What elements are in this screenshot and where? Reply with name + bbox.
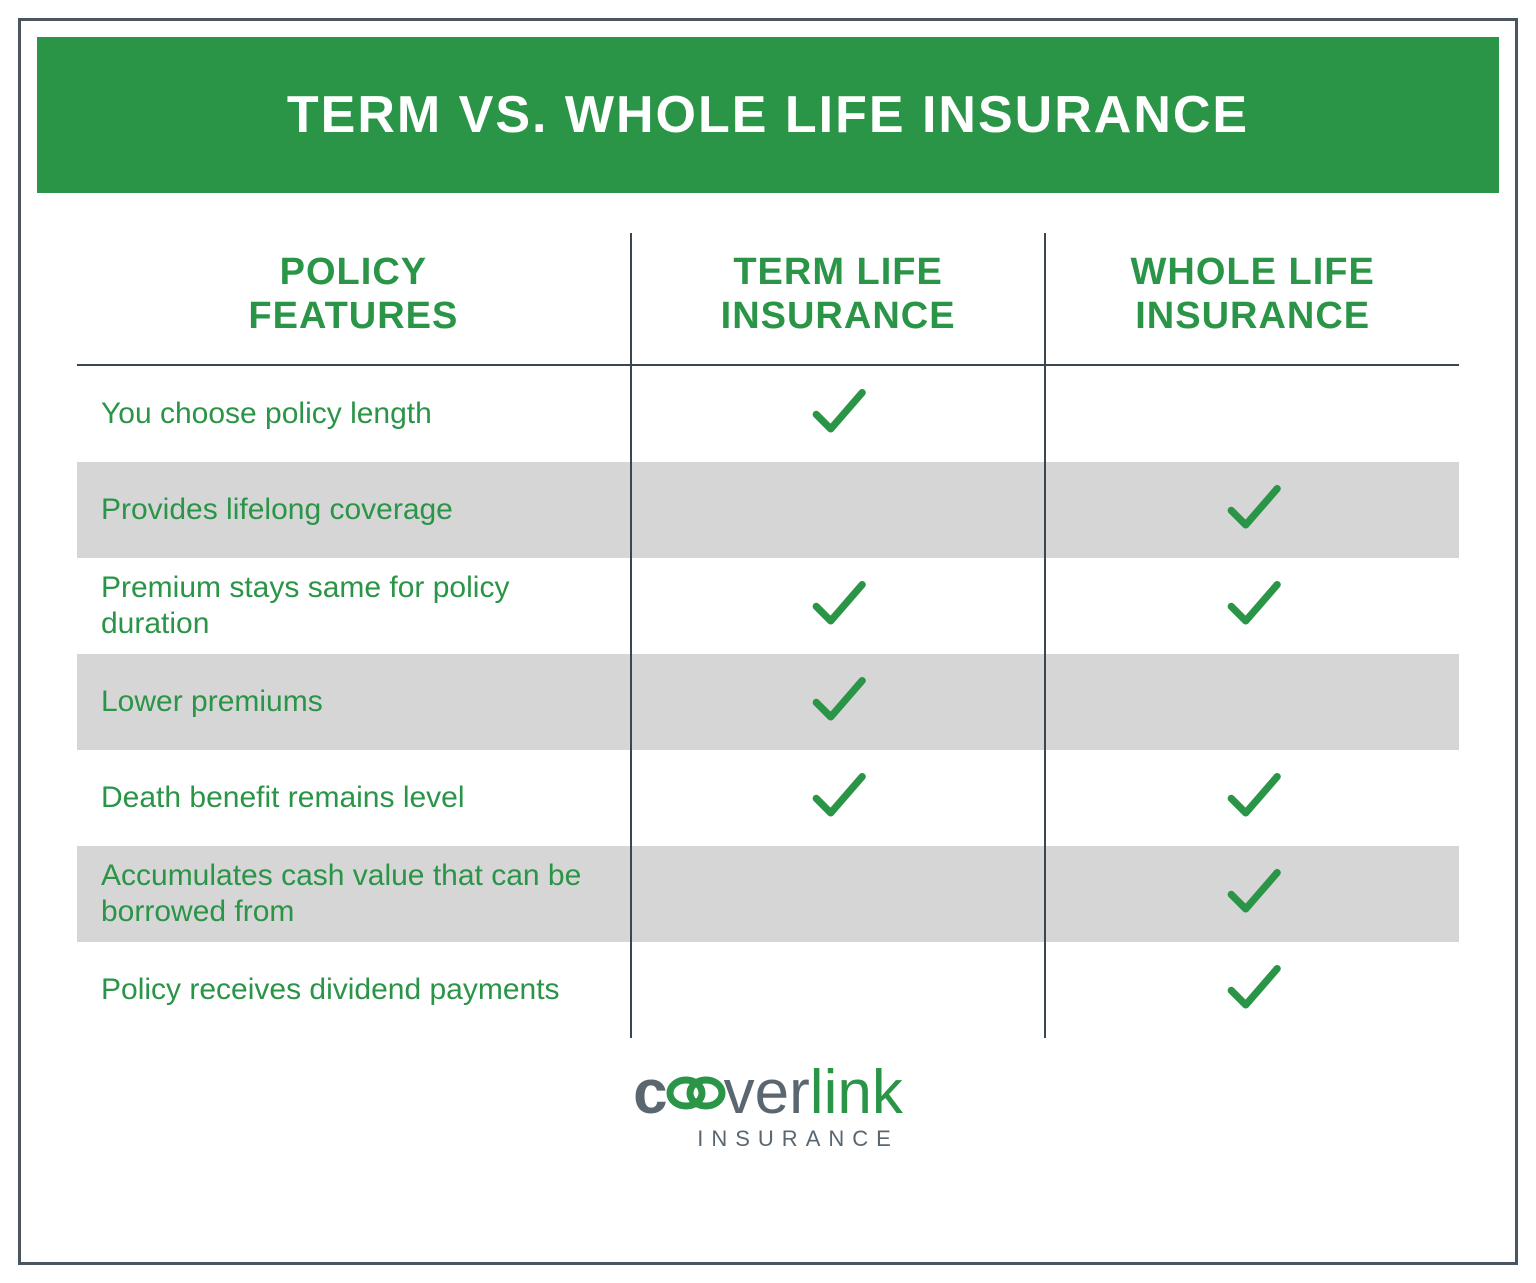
term-cell bbox=[630, 750, 1045, 846]
table-row: Policy receives dividend payments bbox=[77, 942, 1459, 1038]
checkmark-icon bbox=[1224, 479, 1282, 542]
chain-link-icon bbox=[664, 1073, 728, 1113]
table-row: Death benefit remains level bbox=[77, 750, 1459, 846]
feature-label: Death benefit remains level bbox=[77, 750, 630, 846]
page-title: TERM VS. WHOLE LIFE INSURANCE bbox=[37, 37, 1499, 193]
brand-logo: c ver link INSURANCE bbox=[77, 1038, 1459, 1162]
checkmark-icon bbox=[1224, 863, 1282, 926]
term-cell bbox=[630, 846, 1045, 942]
table-header-row: POLICYFEATURES TERM LIFEINSURANCE WHOLE … bbox=[77, 233, 1459, 366]
logo-letter-c: c bbox=[633, 1062, 667, 1124]
infographic-container: TERM VS. WHOLE LIFE INSURANCE POLICYFEAT… bbox=[18, 18, 1518, 1265]
table-row: Accumulates cash value that can be borro… bbox=[77, 846, 1459, 942]
table-row: Provides lifelong coverage bbox=[77, 462, 1459, 558]
column-header-features: POLICYFEATURES bbox=[77, 233, 630, 364]
checkmark-icon bbox=[1224, 575, 1282, 638]
comparison-table: POLICYFEATURES TERM LIFEINSURANCE WHOLE … bbox=[37, 193, 1499, 1246]
feature-label: You choose policy length bbox=[77, 366, 630, 462]
whole-cell bbox=[1044, 750, 1459, 846]
checkmark-icon bbox=[809, 575, 867, 638]
whole-cell bbox=[1044, 462, 1459, 558]
column-header-whole: WHOLE LIFEINSURANCE bbox=[1044, 233, 1459, 364]
table-row: Premium stays same for policy duration bbox=[77, 558, 1459, 654]
whole-cell bbox=[1044, 558, 1459, 654]
table-body: You choose policy lengthProvides lifelon… bbox=[77, 366, 1459, 1038]
feature-label: Premium stays same for policy duration bbox=[77, 558, 630, 654]
table-row: You choose policy length bbox=[77, 366, 1459, 462]
feature-label: Accumulates cash value that can be borro… bbox=[77, 846, 630, 942]
logo-subtitle: INSURANCE bbox=[697, 1126, 899, 1152]
whole-cell bbox=[1044, 366, 1459, 462]
checkmark-icon bbox=[809, 767, 867, 830]
feature-label: Policy receives dividend payments bbox=[77, 942, 630, 1038]
checkmark-icon bbox=[1224, 959, 1282, 1022]
feature-label: Provides lifelong coverage bbox=[77, 462, 630, 558]
checkmark-icon bbox=[809, 383, 867, 446]
logo-text-link: link bbox=[810, 1062, 903, 1124]
table-row: Lower premiums bbox=[77, 654, 1459, 750]
term-cell bbox=[630, 558, 1045, 654]
term-cell bbox=[630, 366, 1045, 462]
checkmark-icon bbox=[809, 671, 867, 734]
whole-cell bbox=[1044, 942, 1459, 1038]
checkmark-icon bbox=[1224, 767, 1282, 830]
feature-label: Lower premiums bbox=[77, 654, 630, 750]
term-cell bbox=[630, 942, 1045, 1038]
column-header-term: TERM LIFEINSURANCE bbox=[630, 233, 1045, 364]
whole-cell bbox=[1044, 846, 1459, 942]
term-cell bbox=[630, 654, 1045, 750]
term-cell bbox=[630, 462, 1045, 558]
whole-cell bbox=[1044, 654, 1459, 750]
logo-text-ver: ver bbox=[724, 1062, 810, 1124]
